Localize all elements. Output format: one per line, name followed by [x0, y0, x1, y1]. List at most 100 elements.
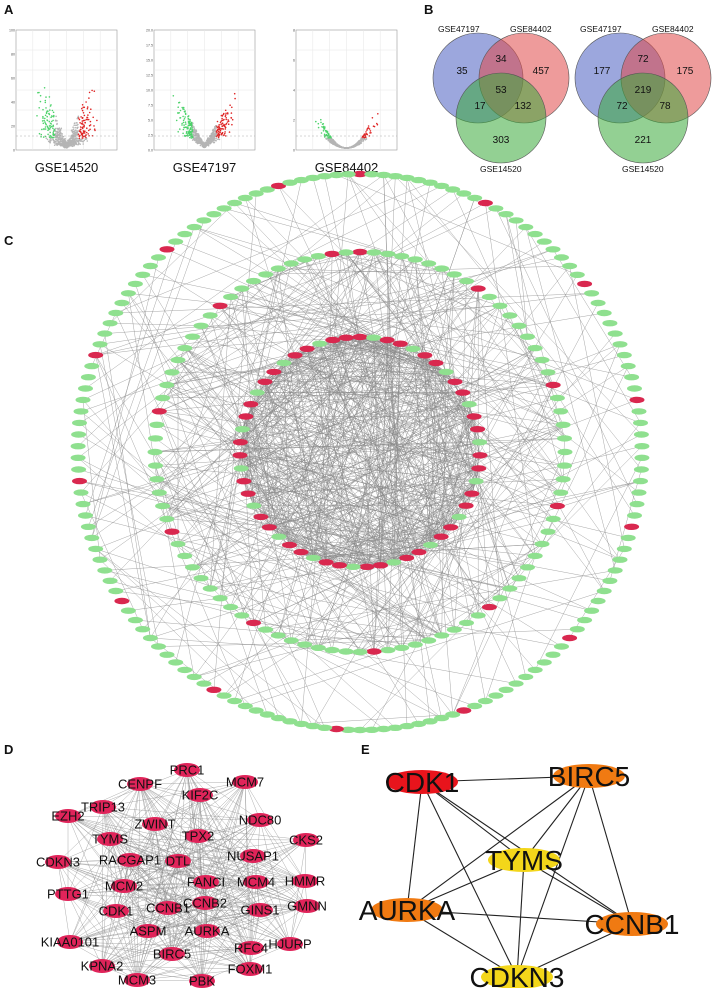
- downregulated-gene-node: [70, 443, 86, 450]
- mcode-edge: [129, 781, 246, 861]
- downregulated-gene-node: [624, 374, 640, 381]
- ppi-edge: [80, 492, 389, 651]
- volcano-point: [85, 131, 88, 134]
- ppi-edge: [85, 241, 176, 516]
- volcano-point: [72, 143, 74, 146]
- volcano-point: [366, 129, 368, 131]
- downregulated-gene-node: [607, 567, 623, 574]
- volcano-point: [205, 145, 207, 148]
- mcode-gene-label: HMMR: [285, 874, 325, 889]
- upregulated-gene-node: [151, 408, 167, 415]
- volcano-point: [82, 119, 85, 122]
- mcode-edge: [177, 860, 306, 882]
- ppi-edge: [230, 296, 258, 393]
- downregulated-gene-node: [270, 632, 286, 639]
- volcano-point: [371, 117, 374, 119]
- downregulated-gene-node: [407, 256, 423, 263]
- downregulated-gene-node: [177, 552, 193, 560]
- mcode-edge: [101, 965, 203, 982]
- ppi-edge: [219, 305, 368, 567]
- ppi-edge: [294, 355, 543, 545]
- downregulated-gene-node: [545, 246, 561, 253]
- ppi-edge: [82, 399, 292, 641]
- mcode-edge: [167, 794, 201, 909]
- ppi-edge: [155, 465, 558, 507]
- downregulated-gene-node: [75, 500, 91, 508]
- ppi-edge: [166, 384, 429, 641]
- volcano-point: [84, 119, 86, 122]
- volcano-point: [215, 131, 218, 133]
- volcano-point: [65, 146, 67, 149]
- ppi-edge: [245, 197, 305, 260]
- ppi-edge: [412, 348, 554, 520]
- volcano-plot-gse14520: 100 80 60 40 20 0: [9, 29, 118, 153]
- downregulated-gene-node: [177, 230, 193, 238]
- ppi-edge: [518, 325, 564, 425]
- ppi-edge: [240, 305, 501, 443]
- upregulated-gene-node: [562, 634, 578, 642]
- downregulated-gene-node: [149, 421, 165, 428]
- volcano-point: [79, 126, 82, 128]
- volcano-point: [45, 123, 47, 126]
- downregulated-gene-node: [446, 626, 462, 633]
- mcode-edge: [136, 769, 188, 981]
- volcano-point: [84, 132, 86, 134]
- volcano-point: [69, 137, 72, 139]
- mcode-edge: [102, 806, 125, 887]
- volcano-point: [326, 130, 328, 133]
- downregulated-gene-node: [438, 368, 454, 376]
- mcode-gene-node: [277, 937, 303, 951]
- y-tick-label: 20.0: [146, 29, 153, 33]
- downregulated-gene-node: [340, 726, 356, 733]
- downregulated-gene-node: [411, 720, 427, 728]
- downregulated-gene-node: [185, 564, 200, 571]
- ppi-edge: [203, 478, 564, 684]
- volcano-point: [335, 143, 337, 146]
- mcode-edge: [123, 885, 291, 945]
- volcano-point: [58, 129, 60, 131]
- mcode-gene-label: GMNN: [287, 899, 327, 914]
- downregulated-gene-node: [92, 341, 108, 348]
- mcode-edge: [252, 855, 291, 945]
- mcode-edge: [139, 783, 308, 907]
- downregulated-gene-node: [634, 443, 650, 450]
- upregulated-gene-node: [246, 619, 261, 627]
- volcano-point: [193, 137, 195, 140]
- downregulated-gene-node: [612, 341, 628, 348]
- y-tick-label: 0.0: [148, 149, 153, 153]
- ppi-edge: [373, 252, 536, 349]
- volcano-point: [321, 126, 323, 128]
- ppi-edge: [184, 347, 460, 518]
- mcode-edge: [101, 965, 251, 970]
- ppi-edge: [241, 468, 543, 545]
- volcano-point: [43, 87, 46, 89]
- mcode-gene-label: BIRC5: [153, 947, 191, 962]
- ppi-edge: [534, 457, 643, 671]
- ppi-edge: [210, 480, 641, 589]
- hub-gene-node: [386, 770, 458, 794]
- mcode-gene-label: MCM4: [237, 875, 275, 890]
- volcano-point: [53, 136, 55, 139]
- mcode-edge: [102, 781, 246, 808]
- volcano-point: [182, 121, 185, 124]
- volcano-point: [60, 127, 63, 130]
- mcode-edge: [139, 783, 291, 945]
- mcode-edge: [67, 881, 257, 895]
- ppi-edge: [248, 337, 374, 494]
- ppi-edge: [477, 428, 564, 480]
- downregulated-gene-node: [258, 626, 274, 633]
- volcano-point: [78, 118, 81, 121]
- mcode-gene-node: [193, 875, 219, 889]
- ppi-edge: [115, 182, 431, 314]
- ppi-edge: [313, 557, 429, 641]
- downregulated-gene-node: [338, 648, 354, 655]
- ppi-edge: [192, 493, 472, 568]
- volcano-point: [223, 118, 225, 121]
- volcano-point: [227, 119, 229, 121]
- downregulated-gene-node: [234, 285, 250, 292]
- volcano-plot-gse84402: 8 6 4 2 0: [293, 29, 398, 153]
- downregulated-gene-node: [170, 540, 186, 548]
- ppi-edge: [505, 214, 528, 337]
- downregulated-gene-node: [459, 619, 474, 627]
- volcano-point: [362, 139, 364, 141]
